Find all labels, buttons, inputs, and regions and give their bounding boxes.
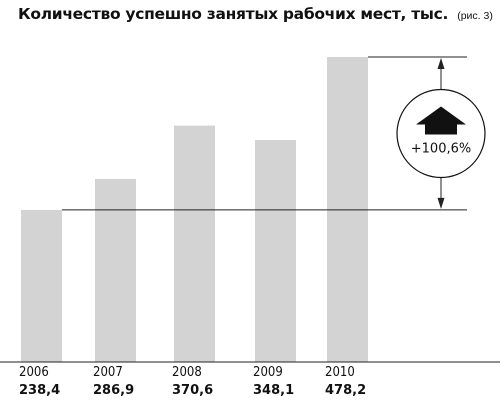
tick-label-2008: 2008 [172,365,202,380]
value-label-2008: 370,6 [172,383,213,398]
arrowhead-down-icon [437,197,445,209]
bars-group [21,57,368,362]
tick-labels-group: 2006 238,4 2007 286,9 2008 370,6 2009 348,1 2010… [19,365,366,398]
tick-label-2007: 2007 [93,365,123,380]
tick-label-2009: 2009 [253,365,283,380]
chart-title-ref: (рис. 3) [457,10,493,22]
value-label-2009: 348,1 [253,383,294,398]
annotation-label: +100,6% [411,142,471,157]
value-label-2006: 238,4 [19,383,60,398]
chart-title: Количество успешно занятых рабочих мест,… [18,4,493,23]
value-label-2007: 286,9 [93,383,134,398]
chart-title-main: Количество успешно занятых рабочих мест,… [18,5,449,23]
bar-2007 [95,179,136,362]
up-arrow-icon [416,106,466,135]
tick-label-2006: 2006 [19,365,49,380]
arrowhead-up-icon [437,58,445,69]
guide-lines-group [0,56,500,363]
annotation-group: +100,6% [396,58,486,209]
bar-2006 [21,209,62,362]
value-label-2010: 478,2 [325,383,366,398]
bar-2009 [255,140,296,362]
bar-2008 [174,125,215,362]
tick-label-2010: 2010 [325,365,355,380]
